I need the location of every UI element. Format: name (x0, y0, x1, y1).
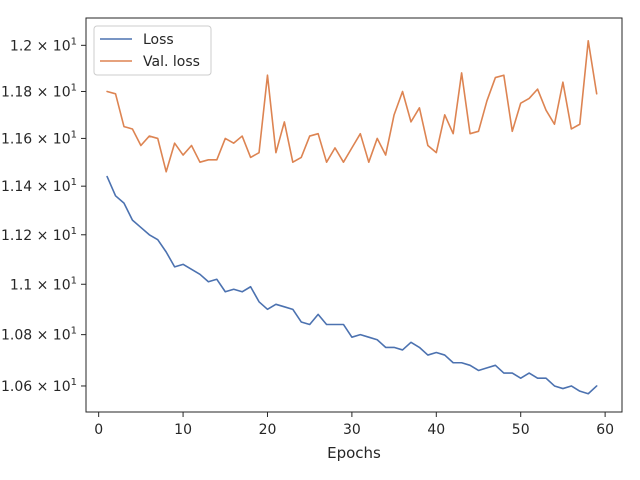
y-tick-label: 1.16 × 101 (1, 129, 77, 147)
y-tick-label: 1.2 × 101 (10, 36, 77, 54)
y-tick-label: 1.12 × 101 (1, 226, 77, 244)
y-tick-label: 1.14 × 101 (1, 177, 77, 195)
series-line-val-loss (106, 39, 598, 173)
x-tick-label: 10 (174, 422, 192, 438)
x-tick-label: 30 (343, 422, 361, 438)
legend-label-val-loss: Val. loss (143, 54, 200, 70)
x-tick-label: 60 (596, 422, 614, 438)
x-tick-label: 50 (512, 422, 530, 438)
legend-label-loss: Loss (143, 32, 174, 48)
x-axis-ticks: 0 10 20 30 40 50 60 (94, 412, 614, 438)
y-tick-label: 1.1 × 101 (10, 275, 77, 293)
y-axis-ticks: 1.06 × 101 1.08 × 101 1.1 × 101 1.12 × 101 1… (1, 36, 86, 395)
y-tick-label: 1.08 × 101 (1, 326, 77, 344)
legend: Loss Val. loss (93, 25, 212, 76)
plot-area (85, 17, 623, 413)
y-tick-label: 1.18 × 101 (1, 82, 77, 100)
series-lines (106, 39, 598, 395)
series-line-loss (106, 175, 598, 395)
x-tick-label: 40 (427, 422, 445, 438)
x-axis-label: Epochs (327, 444, 381, 462)
y-tick-label: 1.06 × 101 (1, 377, 77, 395)
x-tick-label: 0 (94, 422, 103, 438)
x-tick-label: 20 (259, 422, 277, 438)
